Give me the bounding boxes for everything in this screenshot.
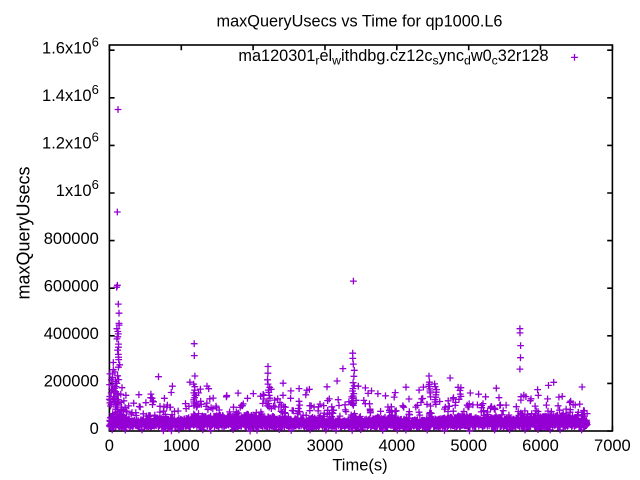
svg-text:200000: 200000 bbox=[44, 373, 99, 391]
svg-text:6000: 6000 bbox=[522, 437, 559, 455]
svg-text:1.2x106: 1.2x106 bbox=[42, 130, 99, 153]
svg-text:maxQueryUsecs: maxQueryUsecs bbox=[14, 166, 34, 299]
svg-text:600000: 600000 bbox=[44, 277, 99, 295]
svg-text:0: 0 bbox=[90, 420, 99, 438]
svg-text:3000: 3000 bbox=[307, 437, 344, 455]
svg-text:4000: 4000 bbox=[378, 437, 415, 455]
svg-text:ma120301relwithdbg.cz12csyncdw: ma120301relwithdbg.cz12csyncdw0c32r128 bbox=[238, 47, 548, 68]
svg-text:400000: 400000 bbox=[44, 325, 99, 343]
svg-text:1000: 1000 bbox=[163, 437, 200, 455]
svg-text:1.4x106: 1.4x106 bbox=[42, 82, 99, 105]
svg-text:7000: 7000 bbox=[594, 437, 631, 455]
svg-text:2000: 2000 bbox=[235, 437, 272, 455]
svg-text:5000: 5000 bbox=[450, 437, 487, 455]
svg-text:maxQueryUsecs vs Time for qp10: maxQueryUsecs vs Time for qp1000.L6 bbox=[217, 13, 503, 31]
svg-text:800000: 800000 bbox=[44, 230, 99, 248]
svg-text:Time(s): Time(s) bbox=[332, 457, 387, 475]
svg-text:0: 0 bbox=[105, 437, 114, 455]
svg-text:1.6x106: 1.6x106 bbox=[42, 34, 99, 57]
svg-text:1x106: 1x106 bbox=[56, 177, 99, 200]
